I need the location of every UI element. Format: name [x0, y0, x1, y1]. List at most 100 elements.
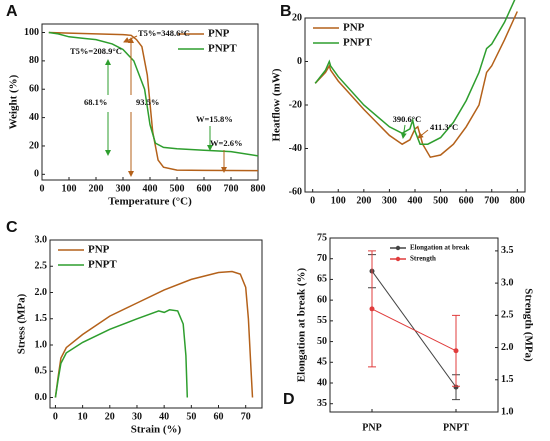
x-tick-label: 30 [132, 411, 142, 422]
x-tick-label: 0 [53, 411, 58, 422]
x-axis-label: Temperature (°C) [108, 196, 192, 208]
x-tick-label: PNPT [443, 422, 469, 433]
annotation: 411.3°C [430, 122, 458, 132]
x-tick-label: 600 [459, 195, 474, 206]
y-tick-label: 60 [29, 84, 39, 95]
annotation: 93.5% [136, 97, 159, 107]
x-tick-label: 400 [143, 183, 158, 194]
y-tick-label: 2.5 [35, 261, 48, 272]
data-point [369, 306, 375, 312]
x-tick-label: 50 [186, 411, 196, 422]
legend-label: Strength [410, 255, 436, 263]
panel-label: A [6, 3, 18, 20]
legend-label: PNP [208, 28, 230, 40]
y-tick-label: -40 [289, 143, 302, 154]
y-tick-label: 2.0 [35, 287, 48, 298]
arrow [123, 35, 138, 43]
x-tick-label: 10 [78, 411, 88, 422]
y-tick-label: 55 [317, 315, 327, 326]
plot-frame [49, 239, 263, 409]
x-tick-label: 0 [310, 195, 315, 206]
y-tick-label: 40 [29, 112, 39, 123]
annotation: W=15.8% [196, 114, 233, 124]
y2-tick-label: 2.5 [501, 310, 514, 321]
panel-label: B [280, 3, 292, 20]
y-tick-label: 70 [317, 253, 327, 264]
x-tick-label: 700 [224, 183, 239, 194]
y-tick-label: 100 [24, 27, 39, 38]
x-tick-label: 100 [331, 195, 346, 206]
annotation: W=2.6% [210, 138, 242, 148]
y-tick-label: -20 [289, 99, 302, 110]
data-point [453, 348, 459, 354]
series-line [54, 309, 189, 398]
legend-marker [395, 245, 401, 251]
x-tick-label: 400 [408, 195, 423, 206]
y-tick-label: 0 [297, 56, 302, 67]
series-line [371, 270, 457, 388]
x-tick-label: 300 [382, 195, 397, 206]
annotation: 68.1% [84, 97, 107, 107]
y-tick-label: 60 [317, 294, 327, 305]
series-line [48, 31, 259, 157]
y2-tick-label: 1.0 [501, 406, 514, 417]
x-tick-label: PNP [362, 422, 381, 433]
plot-frame [329, 237, 499, 413]
y2-tick-label: 3.0 [501, 277, 514, 288]
x-tick-label: 300 [116, 183, 131, 194]
series-line [48, 31, 259, 172]
x-axis-label: Strain (%) [131, 424, 182, 436]
y-tick-label: 50 [317, 336, 327, 347]
x-tick-label: 20 [105, 411, 115, 422]
y-tick-label: 65 [317, 274, 327, 285]
x-tick-label: 0 [40, 183, 45, 194]
x-tick-label: 40 [159, 411, 169, 422]
x-tick-label: 100 [62, 183, 77, 194]
legend-label: PNPT [343, 37, 372, 49]
x-tick-label: 800 [251, 183, 266, 194]
x-tick-label: 800 [510, 195, 525, 206]
x-tick-label: 70 [241, 411, 251, 422]
y-tick-label: -60 [289, 186, 302, 197]
panel-label: D [283, 391, 295, 408]
y-tick-label: 3.0 [35, 234, 48, 245]
x-tick-label: 200 [89, 183, 104, 194]
y-tick-label: 20 [29, 140, 39, 151]
series-line [314, 0, 516, 145]
y-tick-label: 0.0 [35, 392, 48, 403]
series-line [371, 308, 457, 352]
legend-label: PNP [343, 22, 365, 34]
series-line [314, 11, 518, 159]
y-tick-label: 40 [317, 377, 327, 388]
y-axis-label: Weight (%) [8, 74, 20, 129]
y-axis-label: Heatflow (mW) [271, 68, 283, 141]
x-tick-label: 500 [170, 183, 185, 194]
y-axis-label: Elongation at break (%) [296, 267, 308, 382]
y-tick-label: 0.5 [35, 366, 48, 377]
y-tick-label: 45 [317, 357, 327, 368]
y-axis-label: Stress (MPa) [16, 293, 28, 354]
y2-tick-label: 3.5 [501, 245, 514, 256]
x-tick-label: 200 [356, 195, 371, 206]
y2-tick-label: 2.0 [501, 342, 514, 353]
y2-tick-label: 1.5 [501, 374, 514, 385]
y-tick-label: 0 [34, 169, 39, 180]
legend-label: PNPT [88, 259, 117, 271]
y-tick-label: 75 [317, 232, 327, 243]
series-line [54, 270, 254, 398]
annotation: T5%=348.6°C [138, 28, 190, 38]
x-tick-label: 700 [484, 195, 499, 206]
y-tick-label: 35 [317, 398, 327, 409]
arrow [400, 124, 407, 139]
y2-axis-label: Strength (MPa) [522, 288, 534, 362]
legend-marker [395, 256, 401, 262]
x-tick-label: 60 [214, 411, 224, 422]
x-tick-label: 500 [433, 195, 448, 206]
annotation: T5%=208.9°C [70, 46, 122, 56]
y-tick-label: 80 [29, 55, 39, 66]
y-tick-label: 1.5 [35, 313, 48, 324]
x-tick-label: 600 [197, 183, 212, 194]
y-tick-label: 20 [292, 12, 302, 23]
annotation: 390.6°C [393, 114, 422, 124]
